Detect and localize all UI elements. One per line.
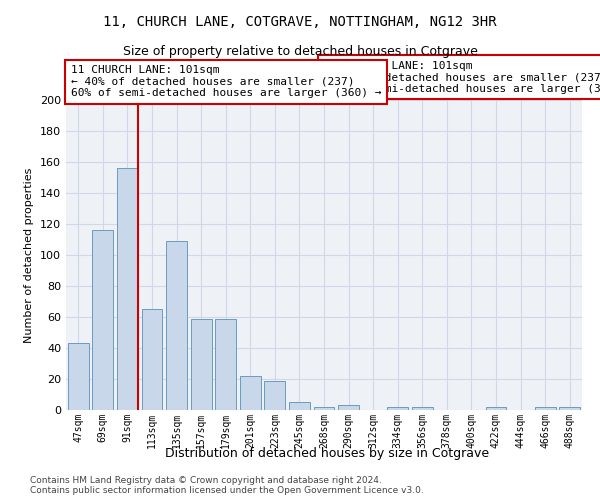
Bar bbox=[191, 318, 212, 410]
Bar bbox=[387, 407, 408, 410]
Text: 11 CHURCH LANE: 101sqm
← 40% of detached houses are smaller (237)
60% of semi-de: 11 CHURCH LANE: 101sqm ← 40% of detached… bbox=[71, 65, 382, 98]
Y-axis label: Number of detached properties: Number of detached properties bbox=[25, 168, 34, 342]
Bar bbox=[535, 407, 556, 410]
Bar bbox=[240, 376, 261, 410]
Bar bbox=[338, 406, 359, 410]
Bar bbox=[215, 318, 236, 410]
Bar bbox=[412, 407, 433, 410]
Bar bbox=[142, 309, 163, 410]
Bar bbox=[559, 407, 580, 410]
Bar bbox=[68, 344, 89, 410]
Bar bbox=[289, 402, 310, 410]
Bar bbox=[166, 241, 187, 410]
Text: Contains public sector information licensed under the Open Government Licence v3: Contains public sector information licen… bbox=[30, 486, 424, 495]
Bar bbox=[117, 168, 138, 410]
Text: Contains HM Land Registry data © Crown copyright and database right 2024.: Contains HM Land Registry data © Crown c… bbox=[30, 476, 382, 485]
Text: 11 CHURCH LANE: 101sqm
← 40% of detached houses are smaller (237)
60% of semi-de: 11 CHURCH LANE: 101sqm ← 40% of detached… bbox=[324, 60, 600, 94]
Bar bbox=[485, 407, 506, 410]
Text: Distribution of detached houses by size in Cotgrave: Distribution of detached houses by size … bbox=[165, 448, 489, 460]
Text: 11, CHURCH LANE, COTGRAVE, NOTTINGHAM, NG12 3HR: 11, CHURCH LANE, COTGRAVE, NOTTINGHAM, N… bbox=[103, 15, 497, 29]
Bar bbox=[92, 230, 113, 410]
Text: Size of property relative to detached houses in Cotgrave: Size of property relative to detached ho… bbox=[122, 45, 478, 58]
Bar bbox=[265, 380, 286, 410]
Bar bbox=[314, 407, 334, 410]
